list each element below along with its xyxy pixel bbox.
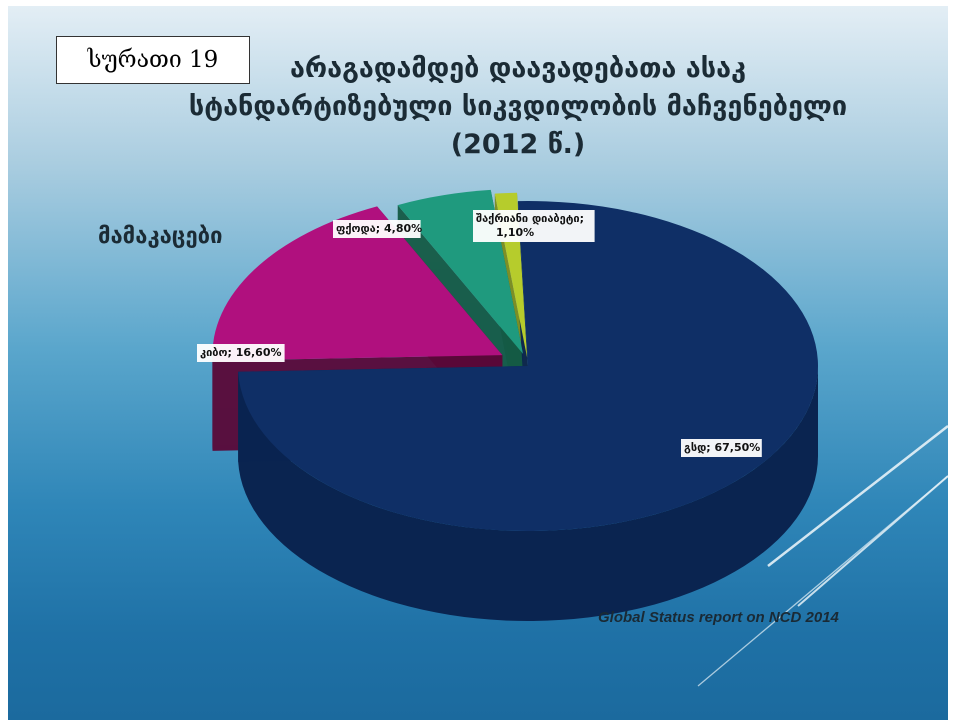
data-label-1: კიბო; 16,60% [197,344,285,362]
pie-chart: გსდ; 67,50% კიბო; 16,60% ფქოდა; 4,80% შაქრი… [197,189,948,687]
data-label-text-0-0: გსდ; 67,50% [684,441,760,454]
data-label-bg-2 [333,220,421,238]
data-label-0: გსდ; 67,50% [681,439,762,457]
slide-background: სურათი 19 არაგადამდებ დაავადებათა ასაკ ს… [8,6,948,720]
pie-slice-1 [212,206,503,361]
data-label-bg-0 [681,439,762,457]
data-label-2: ფქოდა; 4,80% [333,220,422,238]
data-label-bg-1 [197,344,285,362]
group-label: მამაკაცები [98,224,223,249]
title-line-3: (2012 წ.) [450,129,586,160]
pie-wall-0 [238,366,819,622]
title-line-1: არაგადამდებ დაავადებათა ასაკ [289,53,747,84]
data-label-text-3-0: შაქრიანი დიაბეტი; [476,212,584,225]
data-label-text-2-0: ფქოდა; 4,80% [336,222,422,235]
source-note: Global Status report on NCD 2014 [598,609,839,626]
decorative-lines [697,425,948,687]
chart-title: არაგადამდებ დაავადებათა ასაკ სტანდარტიზე… [138,50,898,164]
data-label-text-3-1: 1,10% [496,226,534,239]
figure-label-box: სურათი 19 [56,36,250,84]
pie-slice-0 [238,201,819,531]
data-label-text-1-0: კიბო; 16,60% [200,346,282,359]
title-line-2: სტანდარტიზებული სიკვდილობის მაჩვენებელი [188,91,848,122]
figure-label: სურათი 19 [87,47,219,73]
data-label-3: შაქრიანი დიაბეტი;1,10% [473,210,595,242]
data-label-bg-3 [473,210,595,242]
